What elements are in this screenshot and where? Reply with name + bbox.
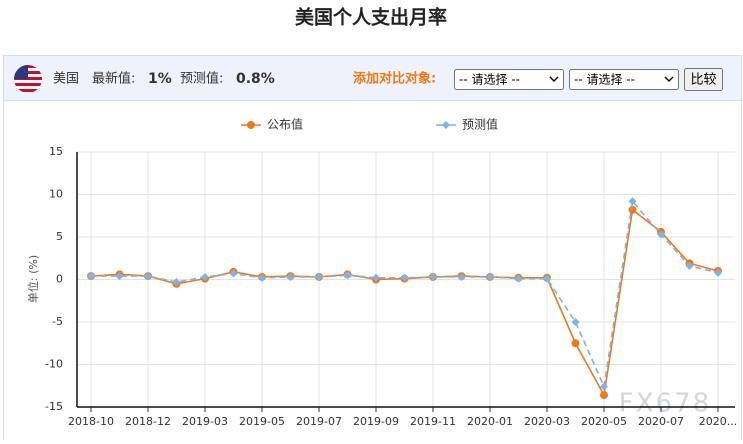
point [600,391,608,400]
point [571,318,580,326]
y-axis-label: 单位: (%) [26,255,40,303]
page-title: 美国个人支出月率 [295,6,447,29]
watermark: FX678 [619,389,711,419]
point [628,197,637,206]
y-tick-label: -5 [52,315,63,328]
point [400,273,409,282]
point [429,272,437,281]
point [201,272,209,281]
point [172,278,181,287]
latest-label: 最新值: [92,71,135,87]
x-tick-label: 2019-03 [182,415,228,428]
plot: -15 -10 -5 0 5 10 15 2018-10 2018-12 2019-03 2019-… [45,117,737,429]
legend-label: 预测值 [462,117,498,132]
point [87,272,95,281]
legend-label: 公布值 [267,117,303,132]
x-tick-label: 2018-10 [68,415,114,428]
button-text: 比较 [690,73,716,88]
x-tick-label: 2020-03 [524,415,570,428]
select-arrow [664,76,674,82]
point [657,230,665,239]
x-tick-label: 2020... [699,415,737,428]
point [144,272,152,281]
latest-value: 1% [148,71,172,87]
y-tick-label: -15 [45,400,63,413]
select-2[interactable]: -- 请选择 -- [569,69,679,90]
forecast-label: 预测值: [180,71,223,87]
point [628,205,637,214]
x-tick-label: 2018-12 [125,415,171,428]
select-box[interactable] [454,69,564,90]
y-tick-label: 0 [56,273,63,286]
point [457,272,466,281]
select-text: -- 请选择 -- [574,73,635,87]
point [372,273,380,282]
point [115,272,124,281]
x-tick-label: 2019-11 [410,415,456,428]
point [286,272,295,281]
point [514,274,523,283]
select-1[interactable]: -- 请选择 -- [454,69,564,90]
button-box[interactable] [684,68,723,91]
country: 美国 [53,72,79,87]
y-tick-label: -10 [45,358,63,371]
panel [3,55,742,444]
y-tick-label: 10 [49,188,63,201]
select-arrow [549,76,559,82]
x-tick-label: 2020-05 [581,415,627,428]
compare-button[interactable]: 比较 [684,68,723,91]
point [714,268,722,277]
forecast-value: 0.8% [236,71,275,87]
point [543,274,551,283]
point [571,339,580,348]
x-tick-label: 2019-07 [296,415,342,428]
point [229,269,238,278]
compare-label: 添加对比对象: [353,71,436,87]
point [343,271,352,280]
legend-marker [442,121,450,129]
x-tick-label: 2020-01 [467,415,513,428]
select-box[interactable] [569,69,679,90]
point [486,272,494,281]
us-flag [14,65,42,93]
y-tick-label: 15 [49,145,63,158]
point [258,273,266,282]
x-tick-label: 2019-09 [353,415,399,428]
select-text: -- 请选择 -- [459,73,520,87]
point [600,382,608,391]
point [685,261,694,270]
x-tick-label: 2020-07 [638,415,684,428]
x-tick-label: 2019-05 [239,415,285,428]
y-tick-label: 5 [56,230,63,243]
point [315,272,323,281]
legend-marker [247,121,255,129]
